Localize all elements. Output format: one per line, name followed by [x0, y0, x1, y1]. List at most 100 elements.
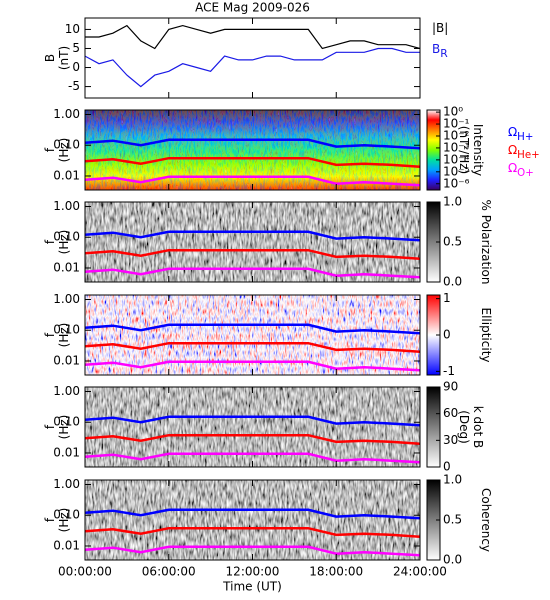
- series-line: [85, 508, 420, 520]
- colorbar-tick-label: 10⁻³: [443, 140, 470, 154]
- y-tick-label: 1.00: [53, 292, 80, 306]
- y-tick-label: -5: [68, 79, 80, 93]
- y-tick-label: 1.00: [53, 477, 80, 491]
- colorbar-tick-label: -1: [443, 364, 455, 378]
- y-axis-label-line: f: [43, 239, 57, 244]
- series-line: [85, 175, 420, 187]
- y-axis-label-line: (Hz): [57, 323, 71, 348]
- x-tick-label: 06:00:00: [142, 565, 196, 579]
- y-axis-label-line: (Hz): [57, 138, 71, 163]
- series-line: [85, 360, 420, 372]
- legend-name: B: [432, 42, 440, 56]
- y-axis-label-line: (Hz): [57, 508, 71, 533]
- y-tick-label: 5: [72, 41, 80, 55]
- series-line: [85, 230, 420, 242]
- y-tick-label: 1.00: [53, 199, 80, 213]
- colorbar-tick-label: 30: [443, 433, 458, 447]
- colorbar-tick-label: 0.5: [443, 513, 462, 527]
- colorbar-label: Coherency: [480, 488, 494, 552]
- series-line: [85, 433, 420, 445]
- colorbar: [426, 109, 441, 191]
- y-tick-label: 0.10: [53, 230, 80, 244]
- y-tick-label: 0.01: [53, 445, 80, 459]
- series-line: [85, 526, 420, 538]
- y-axis-label-line: (Hz): [57, 230, 71, 255]
- y-tick-label: 0.10: [53, 415, 80, 429]
- y-tick-label: 0.01: [53, 353, 80, 367]
- x-tick-label: 00:00:00: [58, 565, 112, 579]
- colorbar-tick-label: 10⁰: [443, 105, 463, 119]
- series-line: [85, 323, 420, 335]
- colorbar-tick-label: 10⁻⁶: [443, 176, 470, 190]
- colorbar-tick-label: 10⁻⁵: [443, 164, 470, 178]
- colorbar-tick-label: 0: [443, 328, 451, 342]
- y-tick-label: 0.10: [53, 323, 80, 337]
- y-axis-label: f(Hz): [43, 508, 71, 533]
- colorbar-label: Ellipticity: [480, 308, 494, 363]
- colorbar-label-line: (Deg): [458, 410, 472, 444]
- legend-entry: ΩH+: [508, 125, 533, 144]
- y-axis-label-line: (Hz): [57, 415, 71, 440]
- colorbar-tick-label: 1.0: [443, 195, 462, 209]
- y-axis-label: f(Hz): [43, 230, 71, 255]
- legend-subscript: H+: [517, 132, 533, 143]
- colorbar-tick-label: 10⁻⁴: [443, 152, 470, 166]
- series-line: [85, 248, 420, 260]
- series-line: [85, 156, 420, 168]
- y-tick-label: 1.00: [53, 384, 80, 398]
- colorbar-label: k dot B(Deg): [458, 406, 486, 448]
- series-line: [85, 138, 420, 150]
- y-tick-label: 0.01: [53, 260, 80, 274]
- colorbar-tick-label: 60: [443, 406, 458, 420]
- series-line: [85, 452, 420, 464]
- colorbar-label-line: % Polarization: [480, 200, 494, 285]
- colorbar-tick-label: 10⁻²: [443, 128, 470, 142]
- y-axis-label: B(nT): [43, 46, 71, 70]
- series-line: [85, 24, 420, 50]
- series-line: [85, 545, 420, 557]
- series-line: [85, 341, 420, 353]
- chart-title: ACE Mag 2009-026: [195, 1, 310, 15]
- colorbar-tick-label: 0.0: [443, 275, 462, 289]
- colorbar-tick-label: 0: [443, 460, 451, 474]
- y-tick-label: 0.01: [53, 168, 80, 182]
- legend-entry: ΩO+: [508, 161, 534, 180]
- y-axis-label-line: f: [43, 147, 57, 152]
- colorbar-label-line: Intensity: [472, 124, 486, 176]
- y-axis-label-line: f: [43, 424, 57, 429]
- y-tick-label: 0.01: [53, 538, 80, 552]
- colorbar-tick-label: 1.0: [443, 473, 462, 487]
- legend-entry: BR: [432, 42, 448, 61]
- y-axis-label-line: (nT): [57, 46, 71, 70]
- y-tick-label: 0.10: [53, 138, 80, 152]
- colorbar-label-line: k dot B: [472, 406, 486, 448]
- legend-subscript: R: [440, 47, 448, 60]
- colorbar-label: Intensity(nT²/Hz): [458, 124, 486, 176]
- legend-subscript: He+: [517, 150, 539, 161]
- legend-subscript: O+: [517, 168, 534, 179]
- y-axis-label: f(Hz): [43, 415, 71, 440]
- series-line: [85, 415, 420, 427]
- y-axis-label-line: B: [43, 54, 57, 62]
- legend-entry: ΩHe+: [508, 143, 540, 162]
- y-axis-label: f(Hz): [43, 323, 71, 348]
- x-tick-label: 12:00:00: [226, 565, 280, 579]
- series-line: [85, 47, 420, 88]
- colorbar-label-line: Ellipticity: [480, 308, 494, 363]
- y-axis-label-line: f: [43, 517, 57, 522]
- colorbar-tick-label: 10⁻¹: [443, 117, 470, 131]
- y-tick-label: 0: [72, 60, 80, 74]
- legend-name: Ω: [508, 143, 517, 157]
- colorbar-tick-label: 90: [443, 380, 458, 394]
- y-axis-label-line: f: [43, 332, 57, 337]
- colorbar-label-line: (nT²/Hz): [458, 126, 472, 174]
- y-tick-label: 1.00: [53, 107, 80, 121]
- colorbar-label: % Polarization: [480, 200, 494, 285]
- x-tick-label: 24:00:00: [393, 565, 447, 579]
- colorbar-tick-label: 0.5: [443, 235, 462, 249]
- y-tick-label: 10: [65, 22, 80, 36]
- colorbar-tick-label: 0.0: [443, 553, 462, 567]
- colorbar-tick-label: 1: [443, 291, 451, 305]
- y-axis-label: f(Hz): [43, 138, 71, 163]
